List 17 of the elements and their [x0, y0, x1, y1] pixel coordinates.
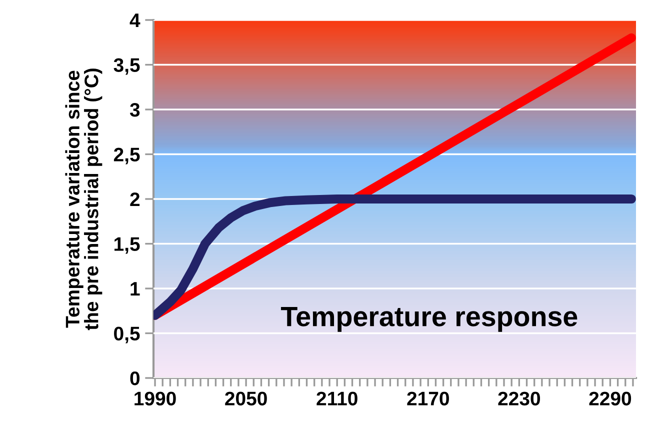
- y-tick-label: 1: [130, 282, 140, 296]
- y-tick-label: 0: [130, 371, 140, 386]
- y-tick-label: 3: [130, 102, 140, 117]
- y-tick-label: 2,5: [114, 148, 140, 164]
- y-axis-title: Temperature variation since the pre industrial period (°C): [65, 68, 102, 330]
- x-tick-label: 2230: [498, 392, 540, 406]
- y-tick-label: 3,5: [114, 58, 140, 75]
- x-tick-label: 1990: [134, 392, 176, 406]
- y-tick-label: 2: [130, 192, 140, 206]
- y-tick-label: 1,5: [114, 237, 140, 254]
- x-tick-label: 2050: [225, 392, 267, 406]
- annotation: Temperature response: [280, 307, 578, 332]
- x-tick-label: 2170: [407, 392, 449, 406]
- x-tick-label: 2290: [589, 392, 632, 406]
- x-tick-label: 2110: [316, 392, 358, 406]
- y-tick-label: 0,5: [114, 326, 140, 344]
- y-tick-label: 4: [130, 14, 140, 28]
